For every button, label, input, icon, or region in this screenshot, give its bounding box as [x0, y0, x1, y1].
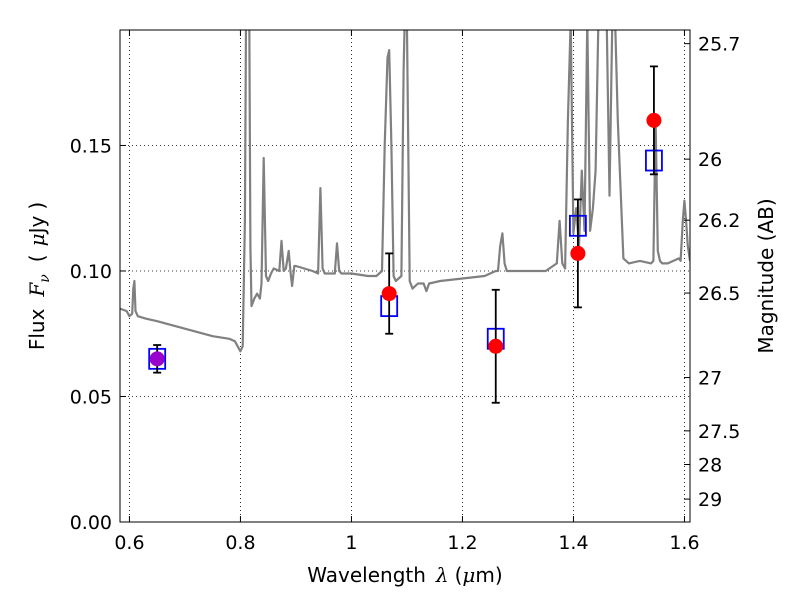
x-tick-label: 0.6 [114, 532, 144, 554]
y2-tick-label: 27.5 [698, 421, 740, 443]
x-tick-label: 1.2 [447, 532, 477, 554]
template-spectrum-line [120, 30, 690, 353]
y-axis-label-unit-mu: μ [25, 233, 49, 246]
tick-marks [120, 30, 690, 523]
y-axis-label: Flux Fν ( μJy) [25, 202, 53, 350]
x-axis-label-prefix: Wavelength [307, 563, 426, 587]
x-axis-label-unit-open: ( [455, 563, 463, 587]
x-tick-label: 1.4 [558, 532, 588, 554]
observed-point [570, 245, 586, 261]
template-spectrum-layer [120, 30, 690, 353]
x-tick-label: 1 [345, 532, 357, 554]
y-axis-label-unit-close: ) [25, 202, 49, 210]
y-tick-label: 0.00 [70, 512, 112, 534]
x-axis-label-symbol: λ [435, 563, 449, 587]
x-axis-label-unit-rest: m) [475, 563, 502, 587]
grid-lines [120, 30, 690, 522]
x-tick-label: 1.6 [669, 532, 699, 554]
tick-labels: 0.6 0.8 1 1.2 1.4 1.6 0.00 0.05 0.10 0.15 25.7 26 26… [70, 34, 741, 554]
y-axis-label-prefix: Flux [25, 308, 49, 350]
y-axis-label-symbol: F [25, 282, 49, 298]
y2-tick-label: 26.5 [698, 283, 740, 305]
y2-tick-label: 28 [698, 454, 722, 476]
observed-points-layer [149, 65, 662, 404]
y2-tick-label: 26 [698, 149, 722, 171]
y-axis-label-sub: ν [37, 274, 53, 283]
y2-tick-label: 25.7 [698, 34, 740, 56]
x-axis-label-unit-mu: μ [462, 563, 475, 587]
y-axis-label-unit-rest: Jy [25, 215, 49, 235]
y2-tick-label: 27 [698, 368, 722, 390]
observed-point [149, 351, 165, 367]
x-tick-label: 0.8 [225, 532, 255, 554]
observed-point [646, 112, 662, 128]
observed-point [488, 338, 504, 354]
y-tick-label: 0.15 [70, 135, 112, 157]
y-axis-label-unit-open: ( [25, 254, 49, 262]
x-axis-label: Wavelength λ (μm) [307, 563, 502, 587]
y2-tick-label: 29 [698, 489, 722, 511]
y2-axis-label: Magnitude (AB) [754, 198, 778, 353]
plot-frame [119, 29, 691, 523]
y-tick-label: 0.05 [70, 386, 112, 408]
y2-tick-label: 26.2 [698, 210, 740, 232]
y-tick-label: 0.10 [70, 261, 112, 283]
observed-point [381, 286, 397, 302]
